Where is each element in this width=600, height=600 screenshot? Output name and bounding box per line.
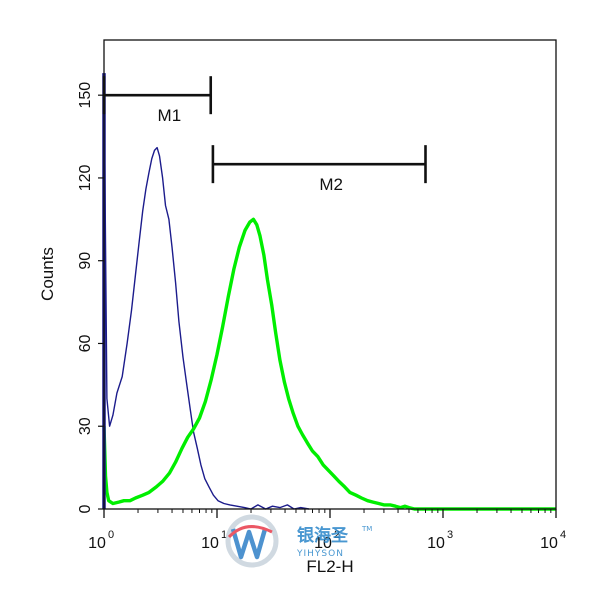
marker-label: M1: [158, 106, 182, 125]
x-tick-exponent: 1: [221, 529, 227, 541]
marker-gate-m1: M1: [102, 76, 213, 125]
x-tick-label: 10 1: [201, 529, 227, 552]
brand-watermark: 银海圣 TM YIHYSON: [225, 514, 372, 568]
y-tick-label: 60: [77, 334, 94, 352]
y-tick-label: 30: [77, 417, 94, 435]
watermark-sub-text: YIHYSON: [296, 549, 344, 559]
x-tick-exponent: 0: [108, 529, 114, 541]
x-tick-base: 10: [427, 535, 445, 552]
series-line-2: [102, 217, 556, 511]
x-axis-label: FL2-H: [306, 557, 353, 576]
x-tick-exponent: 4: [560, 529, 566, 541]
brand-logo-icon: [225, 514, 279, 568]
series-line-1: [103, 73, 310, 510]
x-tick-base: 10: [201, 535, 219, 552]
markers-layer: M1 M2: [102, 76, 427, 194]
watermark-brand-text: 银海圣: [297, 525, 349, 546]
series-layer: [102, 73, 556, 511]
x-tick-exponent: 2: [334, 529, 340, 541]
y-tick-label: 150: [77, 82, 94, 109]
marker-label: M2: [319, 175, 343, 194]
x-tick-base: 10: [540, 535, 558, 552]
x-tick-base: 10: [314, 535, 332, 552]
x-tick-exponent: 3: [447, 529, 453, 541]
y-tick-label: 0: [77, 504, 94, 513]
x-tick-label: 10 0: [88, 529, 114, 552]
x-tick-label: 10 3: [427, 529, 453, 552]
x-tick-base: 10: [88, 535, 106, 552]
y-tick-label: 120: [77, 164, 94, 191]
y-axis-label: Counts: [38, 247, 57, 301]
y-tick-label: 90: [77, 252, 94, 270]
marker-gate-m2: M2: [211, 145, 427, 194]
watermark-tm-text: TM: [361, 525, 372, 533]
x-tick-label: 10 2: [314, 529, 340, 552]
x-tick-label: 10 4: [540, 529, 566, 552]
